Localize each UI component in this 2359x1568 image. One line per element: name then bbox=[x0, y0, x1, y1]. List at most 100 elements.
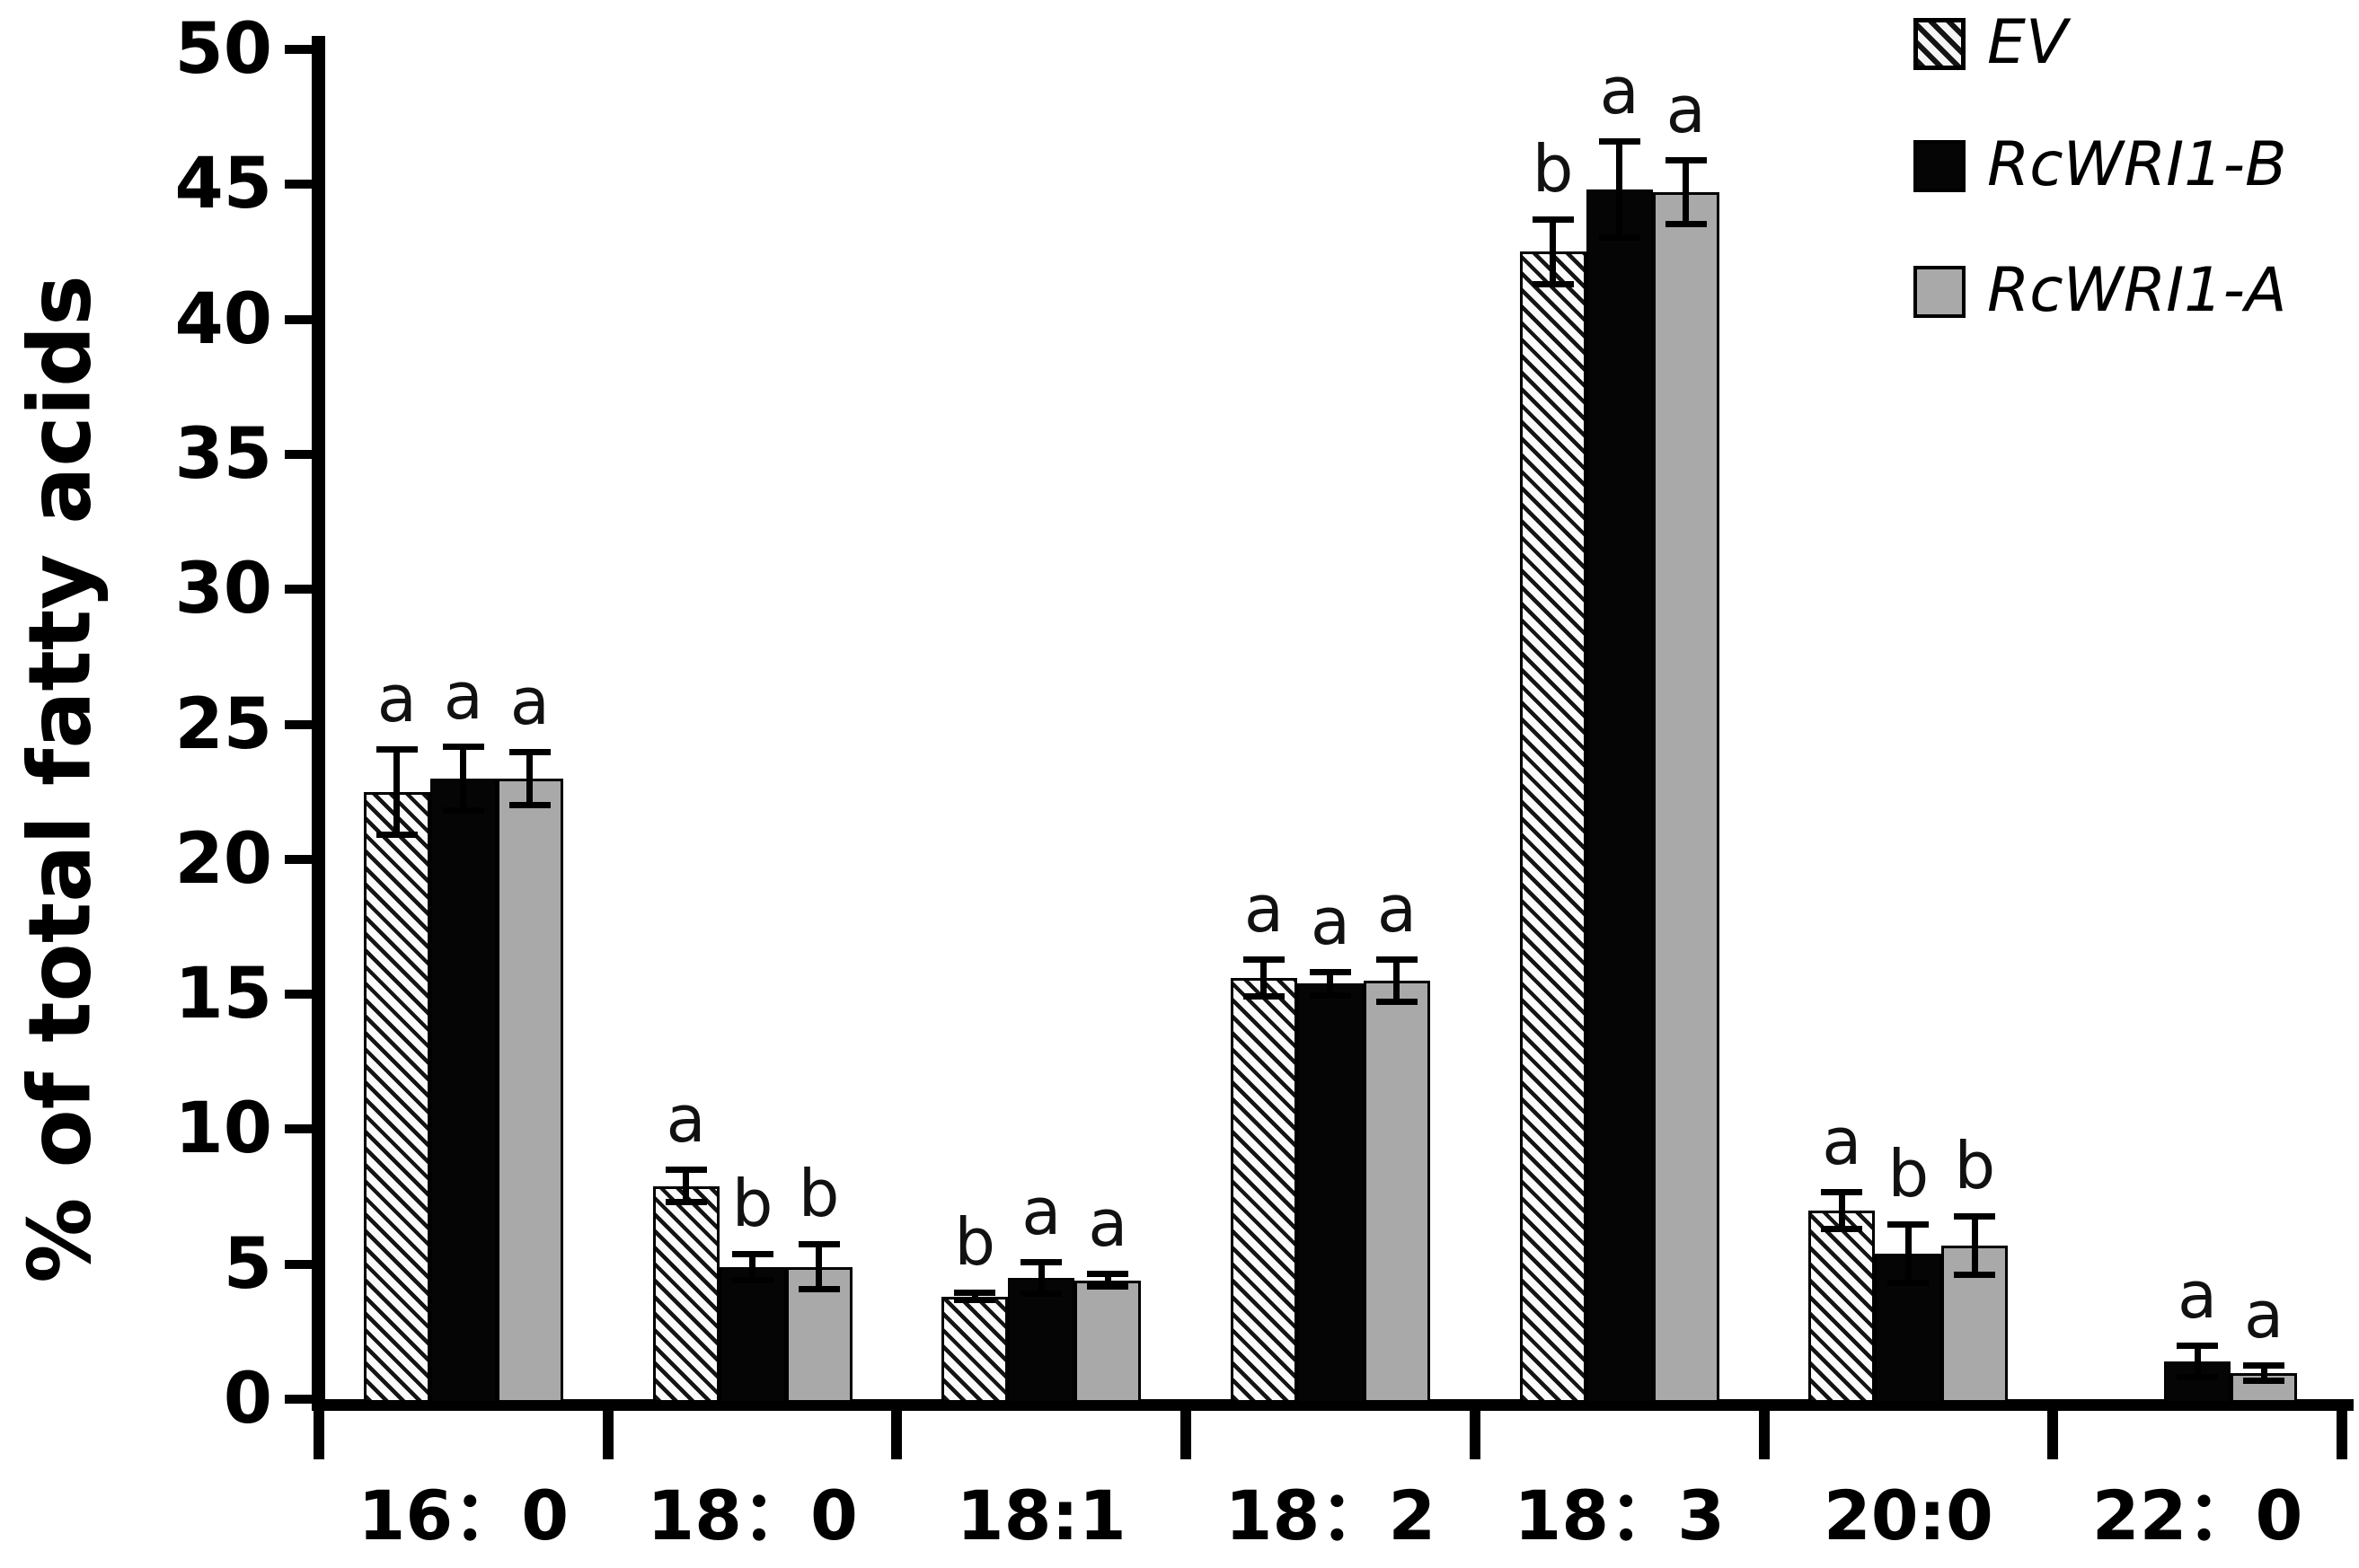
error-bar-cap-top bbox=[731, 1250, 773, 1257]
error-bar bbox=[683, 1169, 690, 1202]
significance-letter: a bbox=[1599, 53, 1639, 129]
x-category-label: 22：0 bbox=[2091, 1476, 2303, 1555]
x-category-label: 18：3 bbox=[1514, 1476, 1725, 1555]
x-axis-tick bbox=[2047, 1411, 2059, 1459]
error-bar-cap-bottom bbox=[2177, 1373, 2219, 1380]
error-bar-cap-top bbox=[1309, 968, 1351, 975]
error-bar-cap-bottom bbox=[798, 1286, 840, 1293]
significance-letter: b bbox=[1954, 1127, 1996, 1203]
legend-label: EV bbox=[1987, 7, 2068, 78]
significance-letter: b bbox=[1532, 131, 1574, 207]
bar-rcwri1-b-1 bbox=[429, 778, 497, 1403]
error-bar bbox=[816, 1244, 823, 1291]
significance-letter: a bbox=[1088, 1185, 1128, 1262]
error-bar-cap-bottom bbox=[442, 806, 484, 814]
bar-rcwri1-b-3 bbox=[1008, 1277, 1075, 1403]
significance-letter: a bbox=[1376, 871, 1417, 947]
error-bar-cap-top bbox=[665, 1167, 707, 1174]
error-bar-cap-top bbox=[1954, 1212, 1996, 1220]
error-bar-cap-top bbox=[442, 743, 484, 750]
y-tick-label: 10 bbox=[174, 1088, 272, 1170]
error-bar bbox=[526, 751, 534, 806]
y-axis-tick bbox=[285, 585, 312, 595]
y-tick-label: 25 bbox=[174, 683, 272, 765]
x-axis-tick bbox=[602, 1411, 614, 1459]
significance-letter: b bbox=[731, 1165, 773, 1241]
error-bar-cap-top bbox=[1020, 1258, 1063, 1265]
bar-rcwri1-a-3 bbox=[1074, 1280, 1142, 1403]
y-axis-tick bbox=[285, 45, 312, 54]
x-category-label: 18:1 bbox=[956, 1476, 1126, 1555]
y-axis-tick bbox=[285, 180, 312, 189]
x-axis-tick bbox=[1758, 1411, 1770, 1459]
error-bar-cap-bottom bbox=[2243, 1378, 2285, 1385]
bar-rcwri1-a-1 bbox=[496, 778, 563, 1403]
y-tick-label: 0 bbox=[223, 1359, 272, 1440]
x-category-label: 18：0 bbox=[647, 1476, 858, 1555]
error-bar bbox=[1104, 1273, 1111, 1288]
error-bar bbox=[749, 1253, 756, 1281]
error-bar-cap-bottom bbox=[1087, 1283, 1129, 1291]
x-axis-tick bbox=[1180, 1411, 1192, 1459]
error-bar-cap-bottom bbox=[1242, 993, 1285, 1000]
error-bar-cap-top bbox=[1821, 1188, 1863, 1195]
error-bar-cap-bottom bbox=[508, 801, 551, 808]
error-bar bbox=[2260, 1365, 2267, 1382]
y-tick-label: 5 bbox=[223, 1223, 272, 1305]
bar-ev-1 bbox=[363, 791, 430, 1403]
error-bar-cap-bottom bbox=[731, 1276, 773, 1283]
error-bar-cap-top bbox=[1598, 138, 1640, 145]
bar-rcwri1-b-4 bbox=[1296, 983, 1364, 1403]
error-bar bbox=[1327, 971, 1334, 996]
y-tick-label: 35 bbox=[174, 413, 272, 495]
significance-letter: a bbox=[1822, 1103, 1862, 1179]
bar-ev-6 bbox=[1808, 1210, 1876, 1403]
bar-rcwri1-b-2 bbox=[719, 1266, 786, 1403]
significance-letter: b bbox=[1887, 1135, 1930, 1211]
significance-letter: a bbox=[1243, 871, 1284, 947]
legend-label: RcWRI1-A bbox=[1987, 255, 2287, 326]
significance-letter: a bbox=[443, 657, 483, 734]
error-bar-cap-top bbox=[2243, 1362, 2285, 1370]
legend-item-rcwri1-b: RcWRI1-B bbox=[1913, 135, 2354, 203]
error-bar-cap-bottom bbox=[375, 831, 418, 838]
error-bar-cap-top bbox=[375, 745, 418, 753]
bar-ev-5 bbox=[1519, 251, 1586, 1403]
legend-swatch-black-icon bbox=[1913, 140, 1966, 192]
error-bar-cap-bottom bbox=[1665, 221, 1707, 228]
error-bar-cap-top bbox=[1087, 1271, 1129, 1278]
significance-letter: a bbox=[376, 660, 417, 736]
significance-letter: b bbox=[954, 1204, 996, 1281]
error-bar bbox=[1616, 141, 1623, 239]
x-axis-tick bbox=[1469, 1411, 1480, 1459]
error-bar bbox=[1038, 1261, 1045, 1294]
bar-rcwri1-b-5 bbox=[1586, 189, 1653, 1403]
bar-rcwri1-a-6 bbox=[1941, 1245, 2009, 1403]
y-tick-label: 20 bbox=[174, 818, 272, 900]
significance-letter: a bbox=[666, 1081, 706, 1158]
error-bar-cap-bottom bbox=[1532, 280, 1574, 287]
significance-letter: a bbox=[509, 663, 550, 739]
x-axis-tick bbox=[2336, 1411, 2347, 1459]
bar-rcwri1-a-5 bbox=[1652, 192, 1719, 1403]
error-bar-cap-bottom bbox=[1309, 991, 1351, 999]
error-bar-cap-top bbox=[1887, 1220, 1930, 1228]
error-bar-cap-bottom bbox=[1821, 1225, 1863, 1232]
error-bar-cap-bottom bbox=[1598, 234, 1640, 242]
y-tick-label: 50 bbox=[174, 9, 272, 90]
y-axis-tick bbox=[285, 314, 312, 324]
legend: EV RcWRI1-B RcWRI1-A bbox=[1913, 13, 2354, 395]
significance-letter: a bbox=[2243, 1277, 2284, 1353]
error-bar-cap-top bbox=[1665, 157, 1707, 164]
error-bar-cap-bottom bbox=[1887, 1279, 1930, 1286]
y-tick-label: 40 bbox=[174, 278, 272, 360]
error-bar-cap-bottom bbox=[1375, 999, 1418, 1006]
error-bar bbox=[1904, 1223, 1912, 1283]
error-bar bbox=[1838, 1191, 1845, 1229]
error-bar bbox=[1260, 959, 1268, 998]
error-bar bbox=[393, 748, 401, 835]
y-axis-tick bbox=[285, 1124, 312, 1134]
error-bar-cap-bottom bbox=[954, 1297, 996, 1304]
legend-swatch-hatched-icon bbox=[1913, 18, 1966, 70]
y-axis-tick bbox=[285, 854, 312, 864]
